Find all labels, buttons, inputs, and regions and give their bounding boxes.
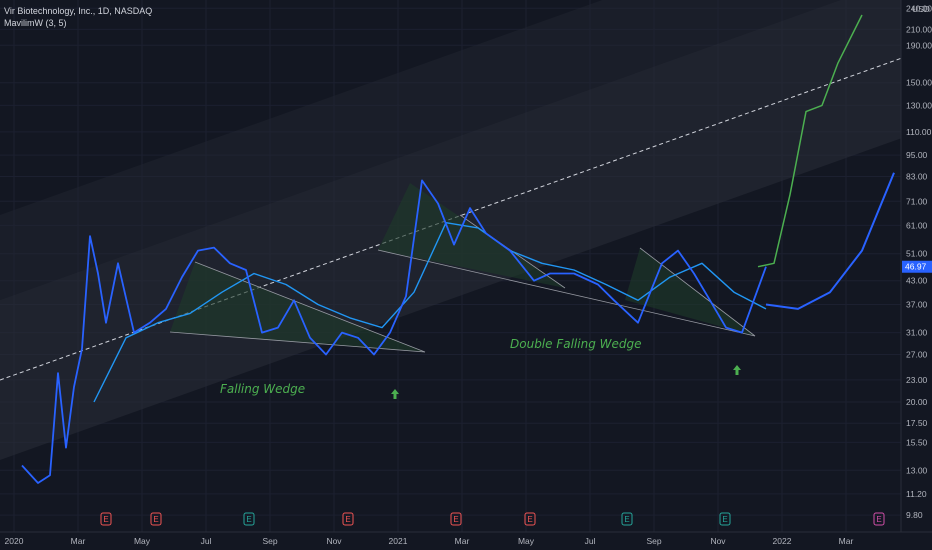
projected-curve <box>765 172 895 310</box>
wedge-3-top <box>639 247 756 337</box>
currency-label: USD <box>912 4 930 14</box>
x-tick-label: 2022 <box>773 536 792 546</box>
y-tick-label: 150.00 <box>906 78 932 88</box>
x-tick-label: Sep <box>262 536 277 546</box>
y-tick-label: 17.50 <box>906 418 928 428</box>
last-price-label: 46.97 <box>905 262 927 272</box>
y-tick-label: 71.00 <box>906 196 928 206</box>
x-tick-label: May <box>134 536 151 546</box>
last-price-tag: 46.97 <box>902 260 932 273</box>
earnings-marker <box>342 512 354 526</box>
wedge-3 <box>625 248 755 336</box>
earnings-marker-label: E <box>624 515 629 524</box>
earnings-marker-label: E <box>453 515 458 524</box>
earnings-marker-label: E <box>103 515 108 524</box>
y-tick-label: 9.80 <box>906 510 923 520</box>
x-tick-label: May <box>518 536 535 546</box>
price-axis <box>901 0 932 550</box>
y-tick-label: 37.00 <box>906 300 928 310</box>
last-price-box <box>902 260 932 273</box>
y-tick-label: 13.00 <box>906 465 928 475</box>
x-tick-label: Mar <box>839 536 854 546</box>
up-arrow-icon <box>391 389 399 399</box>
annotation-double-falling-wedge: Double Falling Wedge <box>510 337 642 351</box>
y-tick-label: 20.00 <box>906 397 928 407</box>
earnings-marker <box>243 512 255 526</box>
series-lines <box>21 14 895 484</box>
y-tick-label: 43.00 <box>906 276 928 286</box>
earnings-marker-label: E <box>345 515 350 524</box>
y-tick-label: 83.00 <box>906 172 928 182</box>
y-tick-label: 31.00 <box>906 328 928 338</box>
y-tick-label: 15.50 <box>906 437 928 447</box>
earnings-marker <box>150 512 162 526</box>
wedge-1-bottom <box>169 331 426 353</box>
indicator-title[interactable]: MavilimW (3, 5) <box>4 18 67 28</box>
earnings-marker <box>524 512 536 526</box>
x-tick-label: Jul <box>201 536 212 546</box>
y-tick-label: 95.00 <box>906 150 928 160</box>
symbol-title[interactable]: Vir Biotechnology, Inc., 1D, NASDAQ <box>4 6 153 16</box>
projection-line <box>757 14 863 268</box>
y-tick-label: 190.00 <box>906 40 932 50</box>
x-tick-label: 2020 <box>5 536 24 546</box>
earnings-marker-label: E <box>527 515 532 524</box>
annotation-falling-wedge: Falling Wedge <box>220 382 305 396</box>
x-axis-labels: 2020 Mar May Jul Sep Nov 2021 Mar May Jul Sep Nov 20… <box>5 536 854 546</box>
earnings-marker <box>100 512 112 526</box>
y-tick-label: 130.00 <box>906 100 932 110</box>
wedge-2-bottom <box>377 249 756 337</box>
earnings-marker-label: E <box>246 515 251 524</box>
x-tick-label: Nov <box>710 536 726 546</box>
y-tick-label: 61.00 <box>906 220 928 230</box>
earnings-marker <box>873 512 885 526</box>
y-tick-label: 23.00 <box>906 375 928 385</box>
y-tick-label: 110.00 <box>906 127 932 137</box>
earnings-marker-label: E <box>153 515 158 524</box>
y-axis-labels: 240.00 210.00 190.00 150.00 130.00 110.00 95.0… <box>906 3 932 520</box>
x-tick-label: 2021 <box>389 536 408 546</box>
earnings-marker-label: E <box>722 515 727 524</box>
earnings-marker <box>621 512 633 526</box>
earnings-marker <box>450 512 462 526</box>
y-tick-label: 27.00 <box>906 349 928 359</box>
y-tick-label: 210.00 <box>906 24 932 34</box>
time-axis <box>0 532 932 550</box>
x-tick-label: Mar <box>71 536 86 546</box>
y-tick-label: 11.20 <box>906 489 927 499</box>
up-arrow-icon <box>733 365 741 375</box>
x-tick-label: Sep <box>646 536 661 546</box>
x-tick-label: Jul <box>585 536 596 546</box>
earnings-marker <box>719 512 731 526</box>
mavilim-line <box>93 221 767 403</box>
earnings-marker-label: E <box>876 515 881 524</box>
channel-upper <box>0 0 932 300</box>
price-line <box>21 179 767 484</box>
y-tick-label: 51.00 <box>906 249 928 259</box>
chart-legend: Vir Biotechnology, Inc., 1D, NASDAQ Mavi… <box>4 5 152 29</box>
x-tick-label: Nov <box>326 536 342 546</box>
x-tick-label: Mar <box>455 536 470 546</box>
y-tick-label: 240.00 <box>906 3 932 13</box>
